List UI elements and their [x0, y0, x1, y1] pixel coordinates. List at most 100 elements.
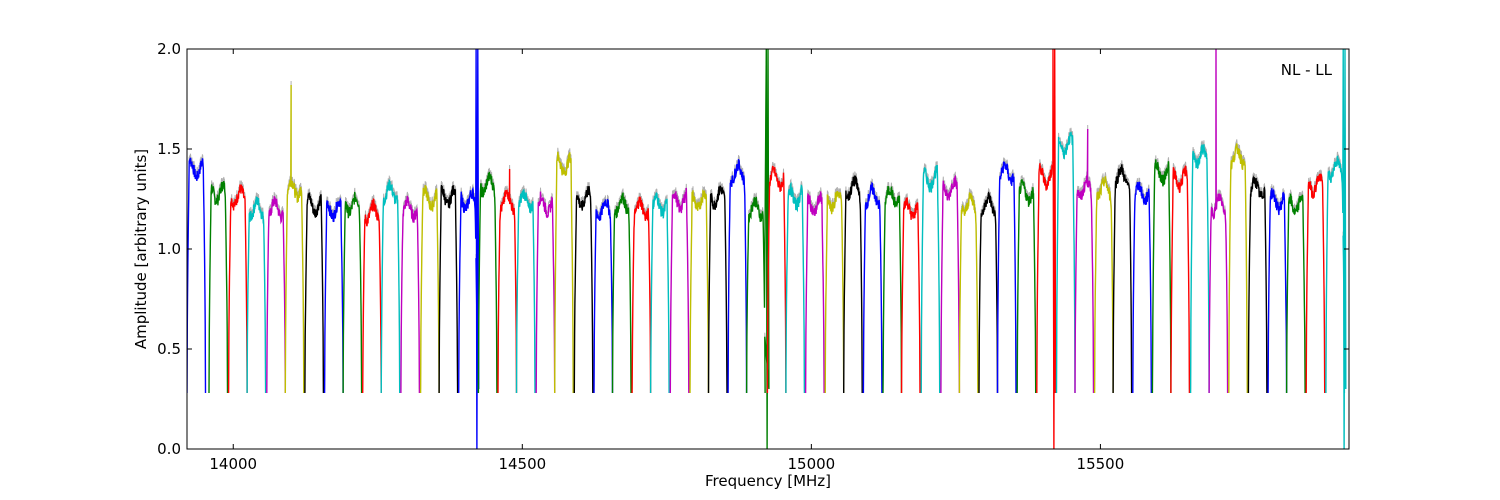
band-envelope-58 — [1286, 189, 1306, 390]
band-envelope-2 — [208, 176, 228, 390]
band-envelope-53 — [1190, 139, 1210, 390]
band-envelope-1 — [187, 153, 206, 390]
band-envelope-22 — [593, 194, 613, 390]
band-series-45 — [1036, 49, 1057, 449]
band-series-32 — [785, 181, 806, 394]
band-series-50 — [1132, 181, 1153, 394]
band-series-2 — [208, 180, 229, 394]
band-envelope-59 — [1305, 169, 1326, 390]
band-envelope-13 — [420, 181, 440, 390]
band-envelope-37 — [882, 182, 902, 390]
band-series-7 — [304, 192, 325, 394]
band-series-3 — [227, 184, 248, 394]
band-envelope-56 — [1247, 171, 1268, 390]
band-envelope-46 — [1056, 127, 1076, 390]
band-envelope-18 — [516, 185, 536, 390]
band-series-9 — [342, 191, 363, 394]
band-envelope-5 — [266, 192, 286, 390]
band-envelope-52 — [1170, 161, 1190, 390]
band-envelope-40 — [940, 171, 960, 390]
band-series-35 — [843, 175, 863, 394]
band-series-27 — [689, 189, 710, 394]
band-envelope-50 — [1132, 177, 1152, 390]
band-envelope-31 — [766, 161, 787, 390]
band-series-42 — [978, 191, 999, 394]
band-series-54 — [1208, 49, 1229, 394]
baseline-annotation: NL - LL — [1281, 61, 1333, 79]
band-series-26 — [669, 187, 690, 394]
band-envelope-21 — [573, 182, 594, 390]
band-envelope-12 — [400, 191, 420, 390]
band-envelope-34 — [824, 187, 845, 390]
band-envelope-7 — [304, 188, 324, 390]
band-envelope-55 — [1228, 139, 1248, 390]
band-envelope-49 — [1112, 160, 1133, 390]
band-series-37 — [882, 186, 903, 394]
band-envelope-39 — [920, 161, 941, 390]
band-series-49 — [1112, 164, 1133, 394]
band-series-16 — [477, 171, 498, 394]
band-series-12 — [400, 195, 421, 394]
band-series-11 — [380, 179, 401, 394]
band-series-29 — [727, 159, 748, 394]
band-series-23 — [611, 192, 632, 394]
band-envelope-20 — [554, 147, 574, 390]
y-axis-label: Amplitude [arbitrary units] — [132, 149, 150, 349]
x-tick-label: 14500 — [498, 455, 546, 473]
band-series-46 — [1055, 131, 1076, 394]
y-axis-ticks: 0.0 0.5 1.0 1.5 2.0 — [157, 40, 1349, 458]
band-series-6 — [284, 84, 305, 394]
band-envelope-3 — [228, 180, 248, 390]
band-series-8 — [323, 197, 344, 394]
band-series-18 — [515, 189, 536, 394]
band-series-53 — [1189, 143, 1210, 394]
band-series-41 — [958, 192, 979, 394]
band-envelope-38 — [901, 193, 921, 390]
band-series-21 — [573, 186, 594, 394]
band-envelope-9 — [342, 187, 363, 390]
band-envelope-14 — [438, 181, 459, 390]
y-tick-label: 0.0 — [157, 440, 181, 458]
band-series-52 — [1170, 165, 1191, 394]
x-axis-ticks: 14000 14500 15000 15500 — [209, 49, 1124, 473]
band-series-30 — [745, 49, 770, 449]
band-envelope-28 — [708, 181, 728, 390]
band-series-17 — [497, 168, 518, 394]
y-tick-label: 0.5 — [157, 340, 181, 358]
band-envelope-51 — [1151, 155, 1172, 390]
band-series-25 — [649, 191, 670, 394]
band-envelope-27 — [689, 185, 709, 390]
band-envelope-8 — [324, 193, 344, 390]
band-series-24 — [631, 195, 652, 394]
band-series-31 — [766, 165, 787, 394]
band-series-40 — [940, 174, 961, 394]
band-series-60 — [1325, 49, 1347, 449]
band-series-48 — [1093, 176, 1114, 394]
band-series-33 — [804, 191, 825, 394]
band-envelope-6 — [284, 80, 305, 390]
y-tick-label: 2.0 — [157, 40, 181, 58]
band-series-5 — [266, 196, 286, 394]
band-envelope-25 — [650, 188, 670, 390]
band-series-19 — [535, 191, 556, 394]
band-series-58 — [1285, 193, 1306, 394]
x-tick-label: 14000 — [209, 455, 257, 473]
x-tick-label: 15000 — [787, 455, 835, 473]
band-envelope-26 — [669, 183, 690, 390]
band-series-1 — [187, 157, 207, 394]
band-series-55 — [1228, 143, 1249, 394]
band-series-47 — [1074, 128, 1095, 394]
band-envelope-19 — [535, 187, 556, 390]
band-series-10 — [362, 198, 382, 394]
band-series-36 — [862, 181, 883, 394]
band-envelope-33 — [805, 187, 825, 390]
y-tick-label: 1.5 — [157, 140, 181, 158]
band-series-57 — [1267, 188, 1288, 394]
band-series-28 — [707, 185, 728, 394]
band-series-20 — [554, 151, 574, 394]
band-envelope-32 — [785, 178, 805, 390]
band-envelope-47 — [1074, 124, 1094, 390]
band-series-14 — [438, 185, 459, 394]
band-series-43 — [996, 161, 1017, 394]
